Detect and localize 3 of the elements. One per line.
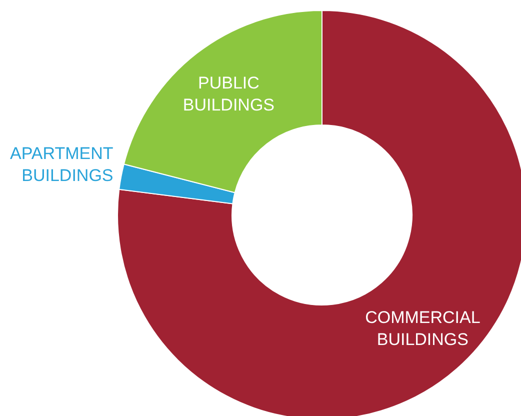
slice-label: COMMERCIAL BUILDINGS — [365, 308, 480, 349]
slice-label: APARTMENT BUILDINGS — [10, 144, 114, 185]
slice-label: PUBLIC BUILDINGS — [182, 73, 275, 114]
